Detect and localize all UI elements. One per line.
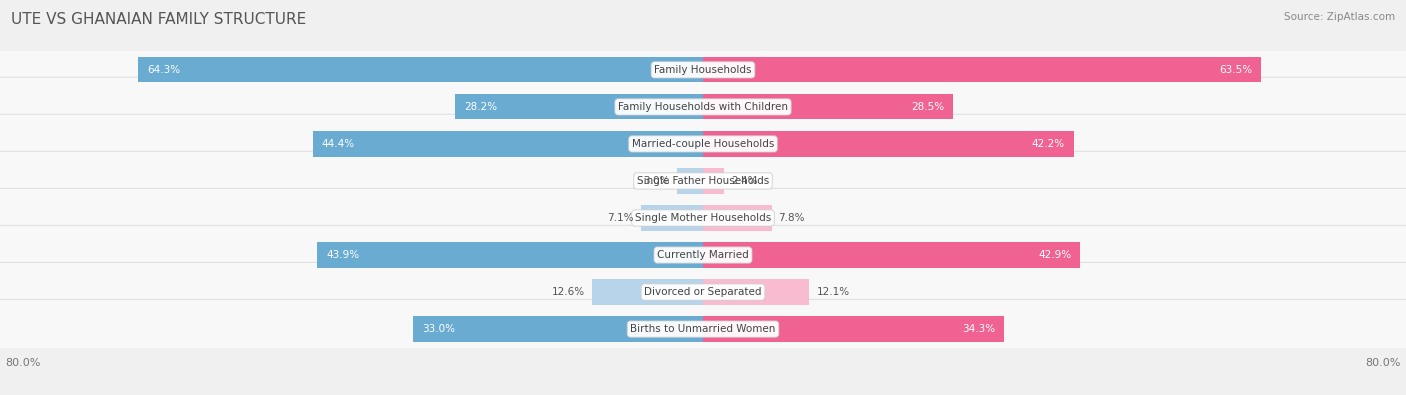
FancyBboxPatch shape — [0, 114, 1406, 173]
Text: 64.3%: 64.3% — [146, 65, 180, 75]
FancyBboxPatch shape — [0, 77, 1406, 137]
Text: 44.4%: 44.4% — [322, 139, 354, 149]
FancyBboxPatch shape — [0, 262, 1406, 322]
Text: Family Households with Children: Family Households with Children — [619, 102, 787, 112]
FancyBboxPatch shape — [0, 40, 1406, 100]
Text: 12.6%: 12.6% — [553, 287, 585, 297]
Text: Married-couple Households: Married-couple Households — [631, 139, 775, 149]
Text: Currently Married: Currently Married — [657, 250, 749, 260]
Bar — [138, 57, 703, 83]
Bar — [703, 280, 810, 305]
FancyBboxPatch shape — [0, 299, 1406, 359]
Text: 28.5%: 28.5% — [911, 102, 945, 112]
Text: 33.0%: 33.0% — [422, 324, 454, 334]
Text: Family Households: Family Households — [654, 65, 752, 75]
Text: 42.2%: 42.2% — [1032, 139, 1066, 149]
FancyBboxPatch shape — [0, 226, 1406, 285]
Text: 12.1%: 12.1% — [817, 287, 849, 297]
Bar — [703, 243, 1080, 268]
Text: 3.0%: 3.0% — [643, 176, 669, 186]
Text: 7.1%: 7.1% — [607, 213, 634, 223]
Bar — [456, 94, 703, 119]
Bar — [592, 280, 703, 305]
Bar — [676, 168, 703, 194]
Text: Source: ZipAtlas.com: Source: ZipAtlas.com — [1284, 12, 1395, 22]
Text: 43.9%: 43.9% — [326, 250, 359, 260]
Text: Single Mother Households: Single Mother Households — [636, 213, 770, 223]
Text: 7.8%: 7.8% — [779, 213, 806, 223]
Text: 80.0%: 80.0% — [6, 358, 41, 369]
Text: Single Father Households: Single Father Households — [637, 176, 769, 186]
Bar — [318, 243, 703, 268]
Bar — [314, 131, 703, 156]
Bar — [703, 168, 724, 194]
Bar — [703, 131, 1074, 156]
FancyBboxPatch shape — [0, 151, 1406, 211]
Bar — [641, 205, 703, 231]
Text: 2.4%: 2.4% — [731, 176, 758, 186]
Bar — [413, 316, 703, 342]
Text: 34.3%: 34.3% — [963, 324, 995, 334]
Bar — [703, 94, 953, 119]
Bar — [703, 205, 772, 231]
Text: 63.5%: 63.5% — [1219, 65, 1253, 75]
Bar — [703, 57, 1261, 83]
Text: Births to Unmarried Women: Births to Unmarried Women — [630, 324, 776, 334]
Text: Divorced or Separated: Divorced or Separated — [644, 287, 762, 297]
Text: UTE VS GHANAIAN FAMILY STRUCTURE: UTE VS GHANAIAN FAMILY STRUCTURE — [11, 12, 307, 27]
Text: 80.0%: 80.0% — [1365, 358, 1400, 369]
FancyBboxPatch shape — [0, 188, 1406, 248]
Bar — [703, 316, 1004, 342]
Text: 28.2%: 28.2% — [464, 102, 498, 112]
Text: 42.9%: 42.9% — [1038, 250, 1071, 260]
